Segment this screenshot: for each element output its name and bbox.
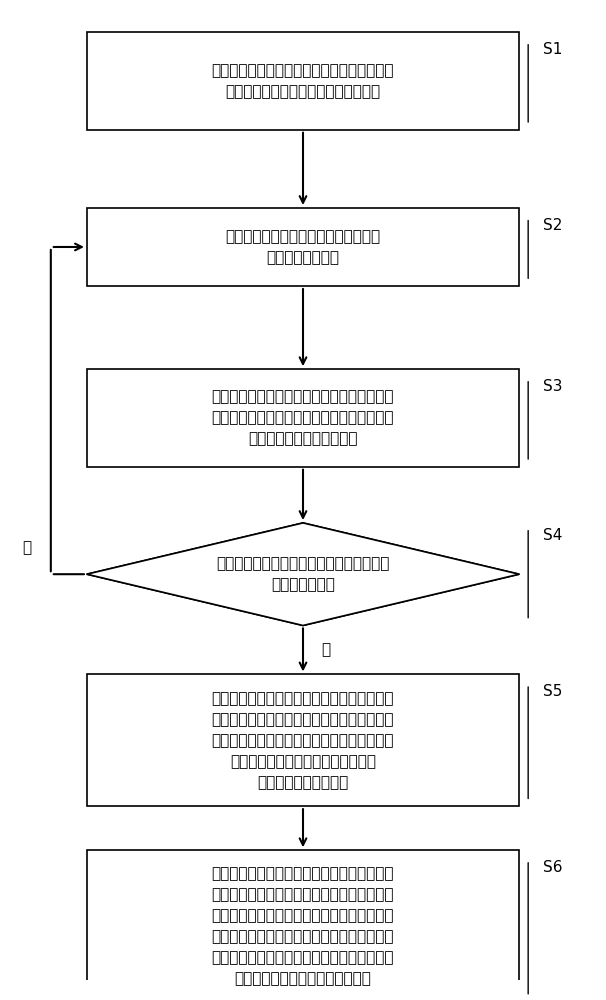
Text: 分别将第一振动信号和第二振动信号对应的独
立成分向量在高维空间的多切面上进行投影，
在投影面上得到第一振动信号对应的第一独立
成分向量参数和第二振动信号对应的
: 分别将第一振动信号和第二振动信号对应的独 立成分向量在高维空间的多切面上进行投影… — [211, 691, 395, 790]
Text: 是: 是 — [321, 642, 330, 657]
Text: 利用第一独立成分向量参数和第二独立成分向
量参数以及相应的开关工作状态信息对向量机
分类模型进行训练，以使能够根据第一独立成
分向量参数和第二独立成分向量参数结: 利用第一独立成分向量参数和第二独立成分向 量参数以及相应的开关工作状态信息对向量… — [211, 866, 395, 986]
Text: S6: S6 — [543, 860, 563, 875]
Text: 分别对从第一振动信号和第二振动信号中提取
到的独立成分向量进行计算，得到独立成分向
量的统计量和平方预测误差: 分别对从第一振动信号和第二振动信号中提取 到的独立成分向量进行计算，得到独立成分… — [211, 389, 395, 446]
Text: S1: S1 — [543, 42, 562, 57]
Text: 判断统计量和平方预测误差是否大于与其对
应的预设置信限: 判断统计量和平方预测误差是否大于与其对 应的预设置信限 — [216, 556, 390, 592]
Text: S3: S3 — [543, 379, 563, 394]
Text: 分别从第一振动信号和第二振动信号中
提取独立成分向量: 分别从第一振动信号和第二振动信号中 提取独立成分向量 — [225, 229, 381, 265]
Polygon shape — [87, 523, 519, 625]
Text: 获取开关在预设故障状态时的第一振动信号与
开关在正常工作状态时的第二振动信号: 获取开关在预设故障状态时的第一振动信号与 开关在正常工作状态时的第二振动信号 — [211, 63, 395, 99]
Text: 否: 否 — [22, 540, 32, 555]
Text: S5: S5 — [543, 684, 562, 699]
FancyBboxPatch shape — [87, 674, 519, 806]
Text: S2: S2 — [543, 218, 562, 233]
FancyBboxPatch shape — [87, 32, 519, 130]
FancyBboxPatch shape — [87, 850, 519, 1000]
FancyBboxPatch shape — [87, 208, 519, 286]
FancyBboxPatch shape — [87, 369, 519, 467]
Text: S4: S4 — [543, 528, 562, 543]
